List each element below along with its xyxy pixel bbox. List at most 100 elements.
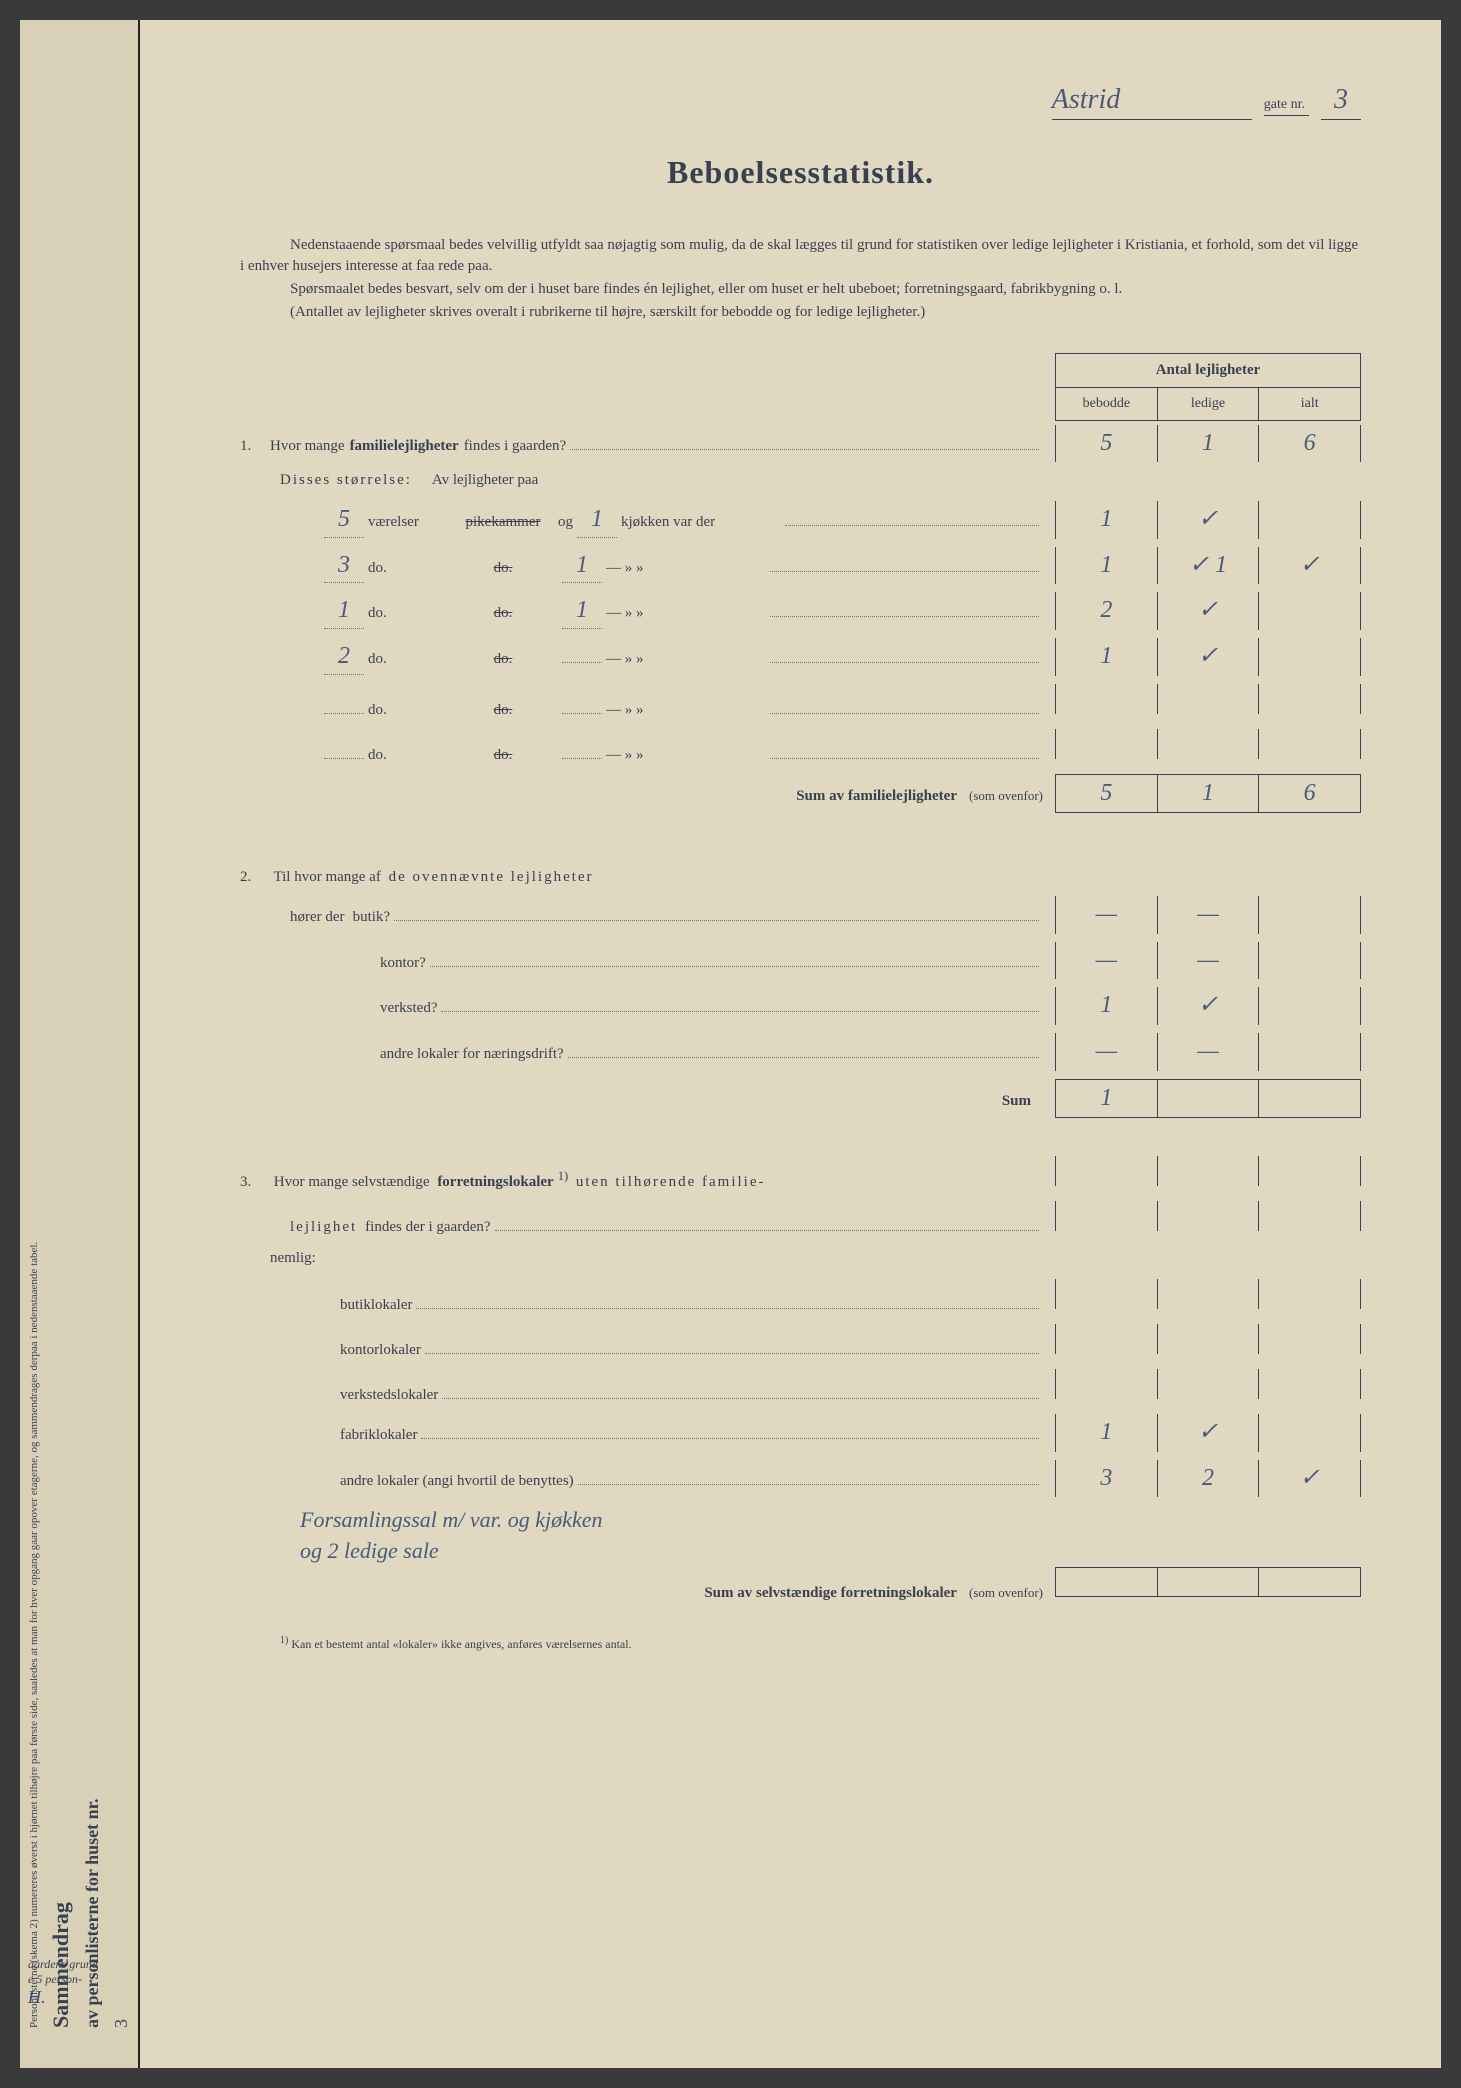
q1-kjok-label: — » » (606, 558, 766, 579)
q2-row-b: — (1055, 896, 1157, 934)
table-header-title: Antal lejligheter (1056, 354, 1360, 388)
q2-row-i (1258, 987, 1361, 1025)
left-title-a: Sammendrag (48, 60, 74, 2028)
q1-ledige: 1 (1157, 425, 1259, 463)
q3-row-label: verkstedslokaler (340, 1385, 438, 1406)
q3-row-l: ✓ (1157, 1414, 1259, 1452)
q1-row-b (1055, 729, 1157, 759)
q1-size-row: 5 værelser pikekammer og 1 kjøkken var d… (280, 501, 1361, 539)
q1-row-b: 1 (1055, 547, 1157, 585)
q2-sum-label: Sum (1002, 1091, 1043, 1112)
intro-p2: Spørsmaalet bedes besvart, selv om der i… (240, 279, 1361, 300)
q1-bebodde: 5 (1055, 425, 1157, 463)
q3-row: andre lokaler (angi hvortil de benyttes)… (240, 1460, 1361, 1498)
q1-row-b: 2 (1055, 592, 1157, 630)
q1-pike: do. (448, 700, 558, 721)
q2-row-l: — (1157, 1033, 1259, 1071)
q1-row-i (1258, 729, 1361, 759)
q2-sum-b: 1 (1055, 1079, 1157, 1119)
q1-text-bold: familielejligheter (350, 436, 459, 457)
q1-vaer-label: værelser (368, 512, 448, 533)
page-wrapper: Personlisterne (skema 2) numereres øvers… (20, 20, 1441, 2068)
page-title: Beboelsesstatistik. (240, 150, 1361, 195)
q1-text-main: Hvor mange (270, 436, 345, 457)
q3-row: kontorlokaler (240, 1324, 1361, 1361)
q2-text-spaced: de ovennævnte lejligheter (389, 869, 594, 885)
gate-label: gate nr. (1264, 95, 1309, 116)
q2-text-b: hører der (290, 907, 345, 928)
q1-vaer (324, 713, 364, 714)
q3-row-label: fabriklokaler (340, 1425, 417, 1446)
q1-size-row: do. do. — » » (280, 684, 1361, 721)
q3-text-spaced: uten tilhørende familie- (576, 1174, 766, 1190)
q1-vaer-label: do. (368, 603, 448, 624)
q2-sum-i (1258, 1079, 1361, 1119)
q1-vaer-label: do. (368, 700, 448, 721)
q3-sum-b (1055, 1567, 1157, 1597)
q2-row-label: verksted? (380, 998, 437, 1019)
q3-row: verkstedslokaler (240, 1369, 1361, 1406)
q3-text-bold: forretningslokaler (437, 1174, 553, 1190)
q1-kjok (562, 662, 602, 663)
q1-sum-note: (som ovenfor) (969, 787, 1043, 805)
q1-vaer: 5 (324, 503, 364, 538)
q3-row-b: 3 (1055, 1460, 1157, 1498)
left-bottom-a: aardens grund (28, 1957, 128, 1972)
q1-sizes: Disses størrelse: Av lejligheter paa 5 v… (280, 470, 1361, 765)
q1-kjok-label: — » » (606, 649, 766, 670)
footnote: 1) Kan et bestemt antal «lokaler» ikke a… (240, 1634, 1361, 1653)
q2-header: 2. Til hvor mange af de ovennævnte lejli… (240, 851, 1361, 888)
q3-hw-note1: Forsamlingssal m/ var. og kjøkken (300, 1505, 1361, 1536)
left-bottom-b: e 5 person- (28, 1972, 128, 1987)
col-ialt: ialt (1259, 388, 1360, 420)
q3-row-b (1055, 1369, 1157, 1399)
q3-row-i (1258, 1414, 1361, 1452)
dotted (570, 433, 1039, 450)
q1-row-l (1157, 729, 1259, 759)
q1-kjok-label: — » » (606, 745, 766, 766)
main-page: Astrid gate nr. 3 Beboelsesstatistik. Ne… (140, 20, 1441, 2068)
q1-pike: do. (448, 558, 558, 579)
q1-size-row: do. do. — » » (280, 729, 1361, 766)
left-bottom-sig: H. (28, 1987, 128, 2008)
q1-sum-l: 1 (1157, 774, 1259, 814)
q3-sum-i (1258, 1567, 1361, 1597)
q3-row-l (1157, 1279, 1259, 1309)
q1-vaer (324, 758, 364, 759)
left-nr: 3 (111, 60, 132, 2028)
q2-row: andre lokaler for næringsdrift? — — (240, 1033, 1361, 1071)
q3-sup: 1) (558, 1169, 568, 1183)
col-bebodde: bebodde (1056, 388, 1158, 420)
q1-ialt: 6 (1258, 425, 1361, 463)
col-ledige: ledige (1158, 388, 1260, 420)
q1-kjok-label: — » » (606, 700, 766, 721)
q3-sum-label: Sum av selvstændige forretningslokaler (704, 1583, 969, 1604)
q1-kjok: 1 (562, 549, 602, 584)
q3-row-label: kontorlokaler (340, 1340, 421, 1361)
q3-row: butiklokaler (240, 1279, 1361, 1316)
q3-text-rest: findes der i gaarden? (365, 1217, 490, 1238)
q1-vaer: 3 (324, 549, 364, 584)
left-small-note: Personlisterne (skema 2) numereres øvers… (28, 60, 40, 2028)
q3-row-i: ✓ (1258, 1460, 1361, 1498)
q1-row-i (1258, 638, 1361, 676)
q3-sum-row: Sum av selvstændige forretningslokaler (… (240, 1567, 1361, 1604)
q3-header: 3. Hvor mange selvstændige forretningslo… (240, 1156, 1361, 1193)
q3-row-label: andre lokaler (angi hvortil de benyttes) (340, 1471, 574, 1492)
q1-vaer-label: do. (368, 558, 448, 579)
q1-pike: pikekammer (448, 512, 558, 533)
q1-row-i (1258, 684, 1361, 714)
q2-num: 2. (240, 867, 270, 888)
left-title-b: av personlisterne for huset nr. (82, 60, 103, 2028)
q1-row-l: ✓ (1157, 638, 1259, 676)
q3-row-label: butiklokaler (340, 1295, 412, 1316)
q1-sum-i: 6 (1258, 774, 1361, 814)
q1-sum-label: Sum av familielejligheter (796, 786, 969, 807)
q1-kjok-label: kjøkken var der (621, 512, 781, 533)
q3-row-i (1258, 1279, 1361, 1309)
footnote-sup: 1) (280, 1635, 288, 1646)
q1-kjok (562, 758, 602, 759)
q2-row: verksted? 1 ✓ (240, 987, 1361, 1025)
intro-p1: Nedenstaaende spørsmaal bedes velvillig … (240, 235, 1361, 277)
header-line: Astrid gate nr. 3 (240, 80, 1361, 120)
